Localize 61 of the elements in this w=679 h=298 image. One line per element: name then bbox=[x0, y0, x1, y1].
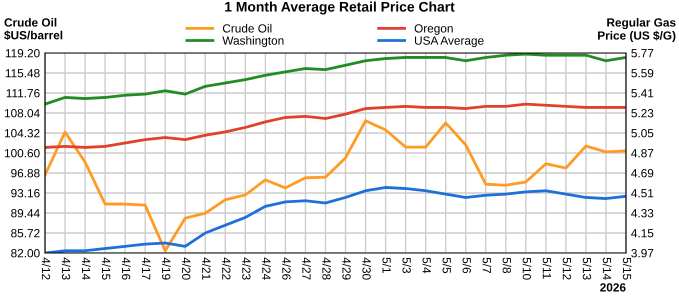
x-tick-label: 4/24 bbox=[262, 257, 271, 280]
y-tick-label: 82.00 bbox=[11, 249, 40, 258]
y-tick-label: 119.20 bbox=[6, 49, 40, 58]
x-tick-label: 5/12 bbox=[562, 258, 572, 280]
y2-tick-label: 5.59 bbox=[631, 69, 654, 78]
y2-tick-label: 5.05 bbox=[631, 129, 654, 138]
legend-label: Oregon bbox=[414, 24, 453, 35]
legend-label: Washington bbox=[222, 36, 284, 48]
legend-label: USA Average bbox=[414, 36, 484, 48]
chart-title: 1 Month Average Retail Price Chart bbox=[225, 1, 455, 14]
x-tick-label: 4/27 bbox=[302, 257, 311, 280]
line-series bbox=[45, 102, 626, 149]
x-tick-label: 4/26 bbox=[282, 257, 291, 280]
y-tick-label: 93.16 bbox=[11, 189, 40, 198]
y-tick-label: 115.48 bbox=[6, 69, 40, 78]
y2-tick-label: 4.69 bbox=[631, 169, 654, 178]
legend-label: Crude Oil bbox=[222, 24, 272, 33]
y2-tick-label: 3.97 bbox=[631, 249, 654, 258]
x-tick-label: 5/10 bbox=[522, 258, 532, 280]
y2-tick-label: 4.51 bbox=[631, 189, 654, 198]
y2-axis-title: Regular Gas Price (US $/G) bbox=[598, 18, 676, 42]
x-tick-label: 4/23 bbox=[242, 257, 251, 280]
x-tick-label: 5/7 bbox=[482, 258, 492, 273]
x-tick-label: 4/19 bbox=[162, 257, 171, 280]
x-tick-label: 5/11 bbox=[542, 258, 552, 279]
x-tick-label: 5/5 bbox=[442, 258, 452, 274]
y2-tick-label: 5.77 bbox=[631, 49, 654, 58]
y-tick-label: 104.32 bbox=[4, 129, 40, 138]
y-tick-label: 89.44 bbox=[11, 209, 40, 218]
x-tick-label: 4/13 bbox=[62, 257, 71, 280]
y2-tick-label: 4.87 bbox=[631, 149, 654, 158]
y-axis-title: Crude Oil $US/barrel bbox=[4, 18, 62, 40]
x-tick-label: 5/8 bbox=[502, 258, 512, 274]
y2-tick-label: 5.41 bbox=[631, 89, 654, 98]
x-tick-label: 5/3 bbox=[402, 258, 412, 274]
y-tick-label: 108.04 bbox=[4, 109, 40, 118]
x-tick-label: 5/6 bbox=[462, 258, 472, 274]
x-tick-label: 4/15 bbox=[102, 257, 111, 280]
y2-tick-label: 4.33 bbox=[631, 209, 654, 218]
y-tick-label: 111.76 bbox=[6, 89, 40, 98]
x-tick-label: 4/20 bbox=[182, 257, 191, 280]
x-tick-label: 4/22 bbox=[222, 257, 231, 280]
x-tick-label: 5/15 bbox=[622, 258, 632, 280]
x-axis-title: 2026 bbox=[600, 283, 626, 292]
x-tick-label: 5/13 bbox=[582, 258, 592, 280]
x-tick-label: 4/12 bbox=[42, 257, 50, 280]
x-tick-label: 4/17 bbox=[142, 257, 151, 280]
y-tick-label: 100.60 bbox=[4, 149, 40, 158]
x-tick-label: 4/14 bbox=[82, 257, 91, 280]
y-tick-label: 85.72 bbox=[11, 229, 40, 238]
x-tick-label: 4/21 bbox=[202, 257, 211, 280]
x-tick-label: 5/14 bbox=[602, 258, 612, 280]
x-tick-label: 4/30 bbox=[362, 257, 372, 280]
y2-tick-label: 5.23 bbox=[631, 109, 654, 118]
x-tick-label: 4/29 bbox=[342, 257, 352, 280]
y-tick-label: 96.88 bbox=[11, 169, 40, 178]
x-tick-label: 4/28 bbox=[322, 257, 331, 280]
x-tick-label: 5/1 bbox=[382, 258, 392, 273]
y2-tick-label: 4.15 bbox=[631, 229, 654, 238]
x-tick-label: 5/4 bbox=[422, 258, 432, 274]
x-tick-label: 4/16 bbox=[122, 257, 131, 280]
